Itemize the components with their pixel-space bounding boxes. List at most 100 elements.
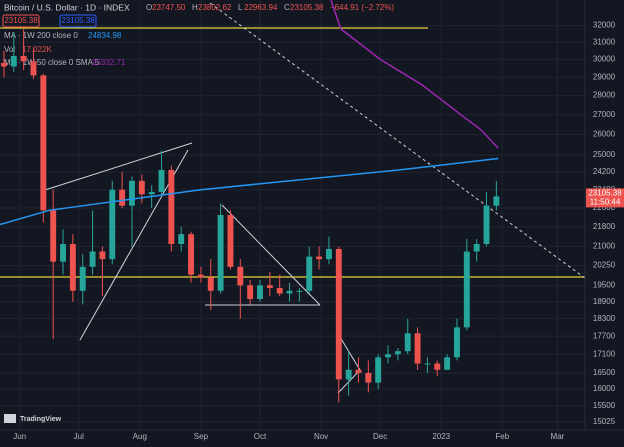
candle-body [454,327,460,358]
candle-body [247,285,254,299]
candle-body [69,244,76,291]
candle-body [99,251,106,260]
y-tick-label: 18900 [593,297,616,306]
candle-body [335,248,342,380]
candle-body [60,244,66,262]
ohlc-key: O [146,3,152,12]
candle-body [129,180,135,206]
candle-body [316,256,323,260]
candle-body [306,256,313,291]
y-tick-label: 16000 [593,384,616,393]
candle-body [188,234,195,275]
ohlc-value: 23105.38 [290,3,324,12]
logo-icon[interactable] [4,414,16,423]
legend-label: Vol [4,45,15,54]
y-tick-label: 25000 [593,150,616,159]
y-tick-label: 29000 [593,72,616,81]
y-tick-label: 30000 [593,55,616,64]
candle-body [109,189,116,260]
candle-body [20,55,27,62]
y-tick-label: 32000 [593,21,616,30]
logo[interactable]: TradingView [20,416,62,423]
y-tick-label: 31000 [593,37,616,46]
ohlc-value: 23802.62 [198,3,232,12]
x-tick-label: Oct [254,432,267,441]
ohlc-key: L [238,3,243,12]
candle-body [40,75,47,211]
trend-line [209,2,586,279]
ohlc-value: 23747.50 [152,3,186,12]
y-tick-label: 17100 [593,349,616,358]
ohlc-key: C [284,3,290,12]
x-tick-label: Feb [495,432,509,441]
y-tick-label: 20250 [593,261,616,270]
symbol-title: Bitcoin / U.S. Dollar · 1D · INDEX [4,2,130,12]
ohlc-key: H [192,3,198,12]
candle-body [266,285,273,289]
buy-box[interactable] [59,14,97,28]
ohlc-row: O 23747.50 H 23802.62 L 22963.94 C 23105.38 −644… [146,3,394,12]
candle-body [217,214,224,291]
candle-body [473,244,480,252]
ohlc-value: 22963.94 [244,3,278,12]
grid [0,0,585,430]
candle-body [493,196,500,206]
candle-body [463,251,470,328]
moving-average [330,0,499,149]
y-tick-label: 22600 [593,203,616,212]
moving-average [0,157,499,226]
candle-body [237,266,244,286]
sell-price[interactable]: 23105.38 [4,16,38,25]
candle-body [296,290,303,292]
y-tick-label: 26000 [593,130,616,139]
candle-body [50,210,57,262]
trend-line [221,204,321,306]
legend-label: MA · 1W 200 close 0 [4,31,78,40]
candle-body [483,205,490,245]
candle-body [434,363,441,370]
price-tag [586,188,624,208]
trend-line [44,142,193,191]
candle-body [375,357,382,383]
y-tick-label: 15500 [593,401,616,410]
candle-body [424,363,431,365]
y-tick-label: 19500 [593,280,616,289]
candle-body [197,274,204,278]
y-tick-label: 16500 [593,368,616,377]
x-tick-label: Sep [194,432,209,441]
legend-value: 25332.71 [92,58,126,67]
y-tick-label: 18300 [593,314,616,323]
x-tick-label: Dec [373,432,387,441]
y-tick-label: 21800 [593,222,616,231]
candle-body [0,62,7,67]
candle-body [148,191,155,195]
candle-body [89,251,96,267]
trend-line [339,336,361,371]
candle-body [257,285,263,299]
x-tick-label: 2023 [432,432,450,441]
candle-body [276,288,283,294]
legend-label: MA · 1W 50 close 0 SMA 5 [4,58,100,67]
candle-body [286,290,293,294]
candle-body [158,169,165,192]
candle-body [355,369,362,373]
y-tick-label: 21000 [593,242,616,251]
y-tick-label: 24200 [593,167,616,176]
price-tag-value: 23105.38 [588,188,622,197]
candle-body [404,333,411,352]
candle-body [385,354,391,358]
x-tick-label: Mar [551,432,565,441]
x-tick-label: Jun [13,432,26,441]
candle-body [227,214,234,267]
candle-body [444,357,451,370]
candle-body [325,248,332,260]
candle-body [119,189,126,206]
buy-price[interactable]: 23105.38 [61,16,95,25]
candle-body [79,266,86,291]
sell-box[interactable] [2,14,40,28]
candle-body [394,351,401,355]
legend-value: 17.022K [22,45,52,54]
y-tick-label: 27000 [593,110,616,119]
y-tick-label: 15025 [593,417,616,426]
